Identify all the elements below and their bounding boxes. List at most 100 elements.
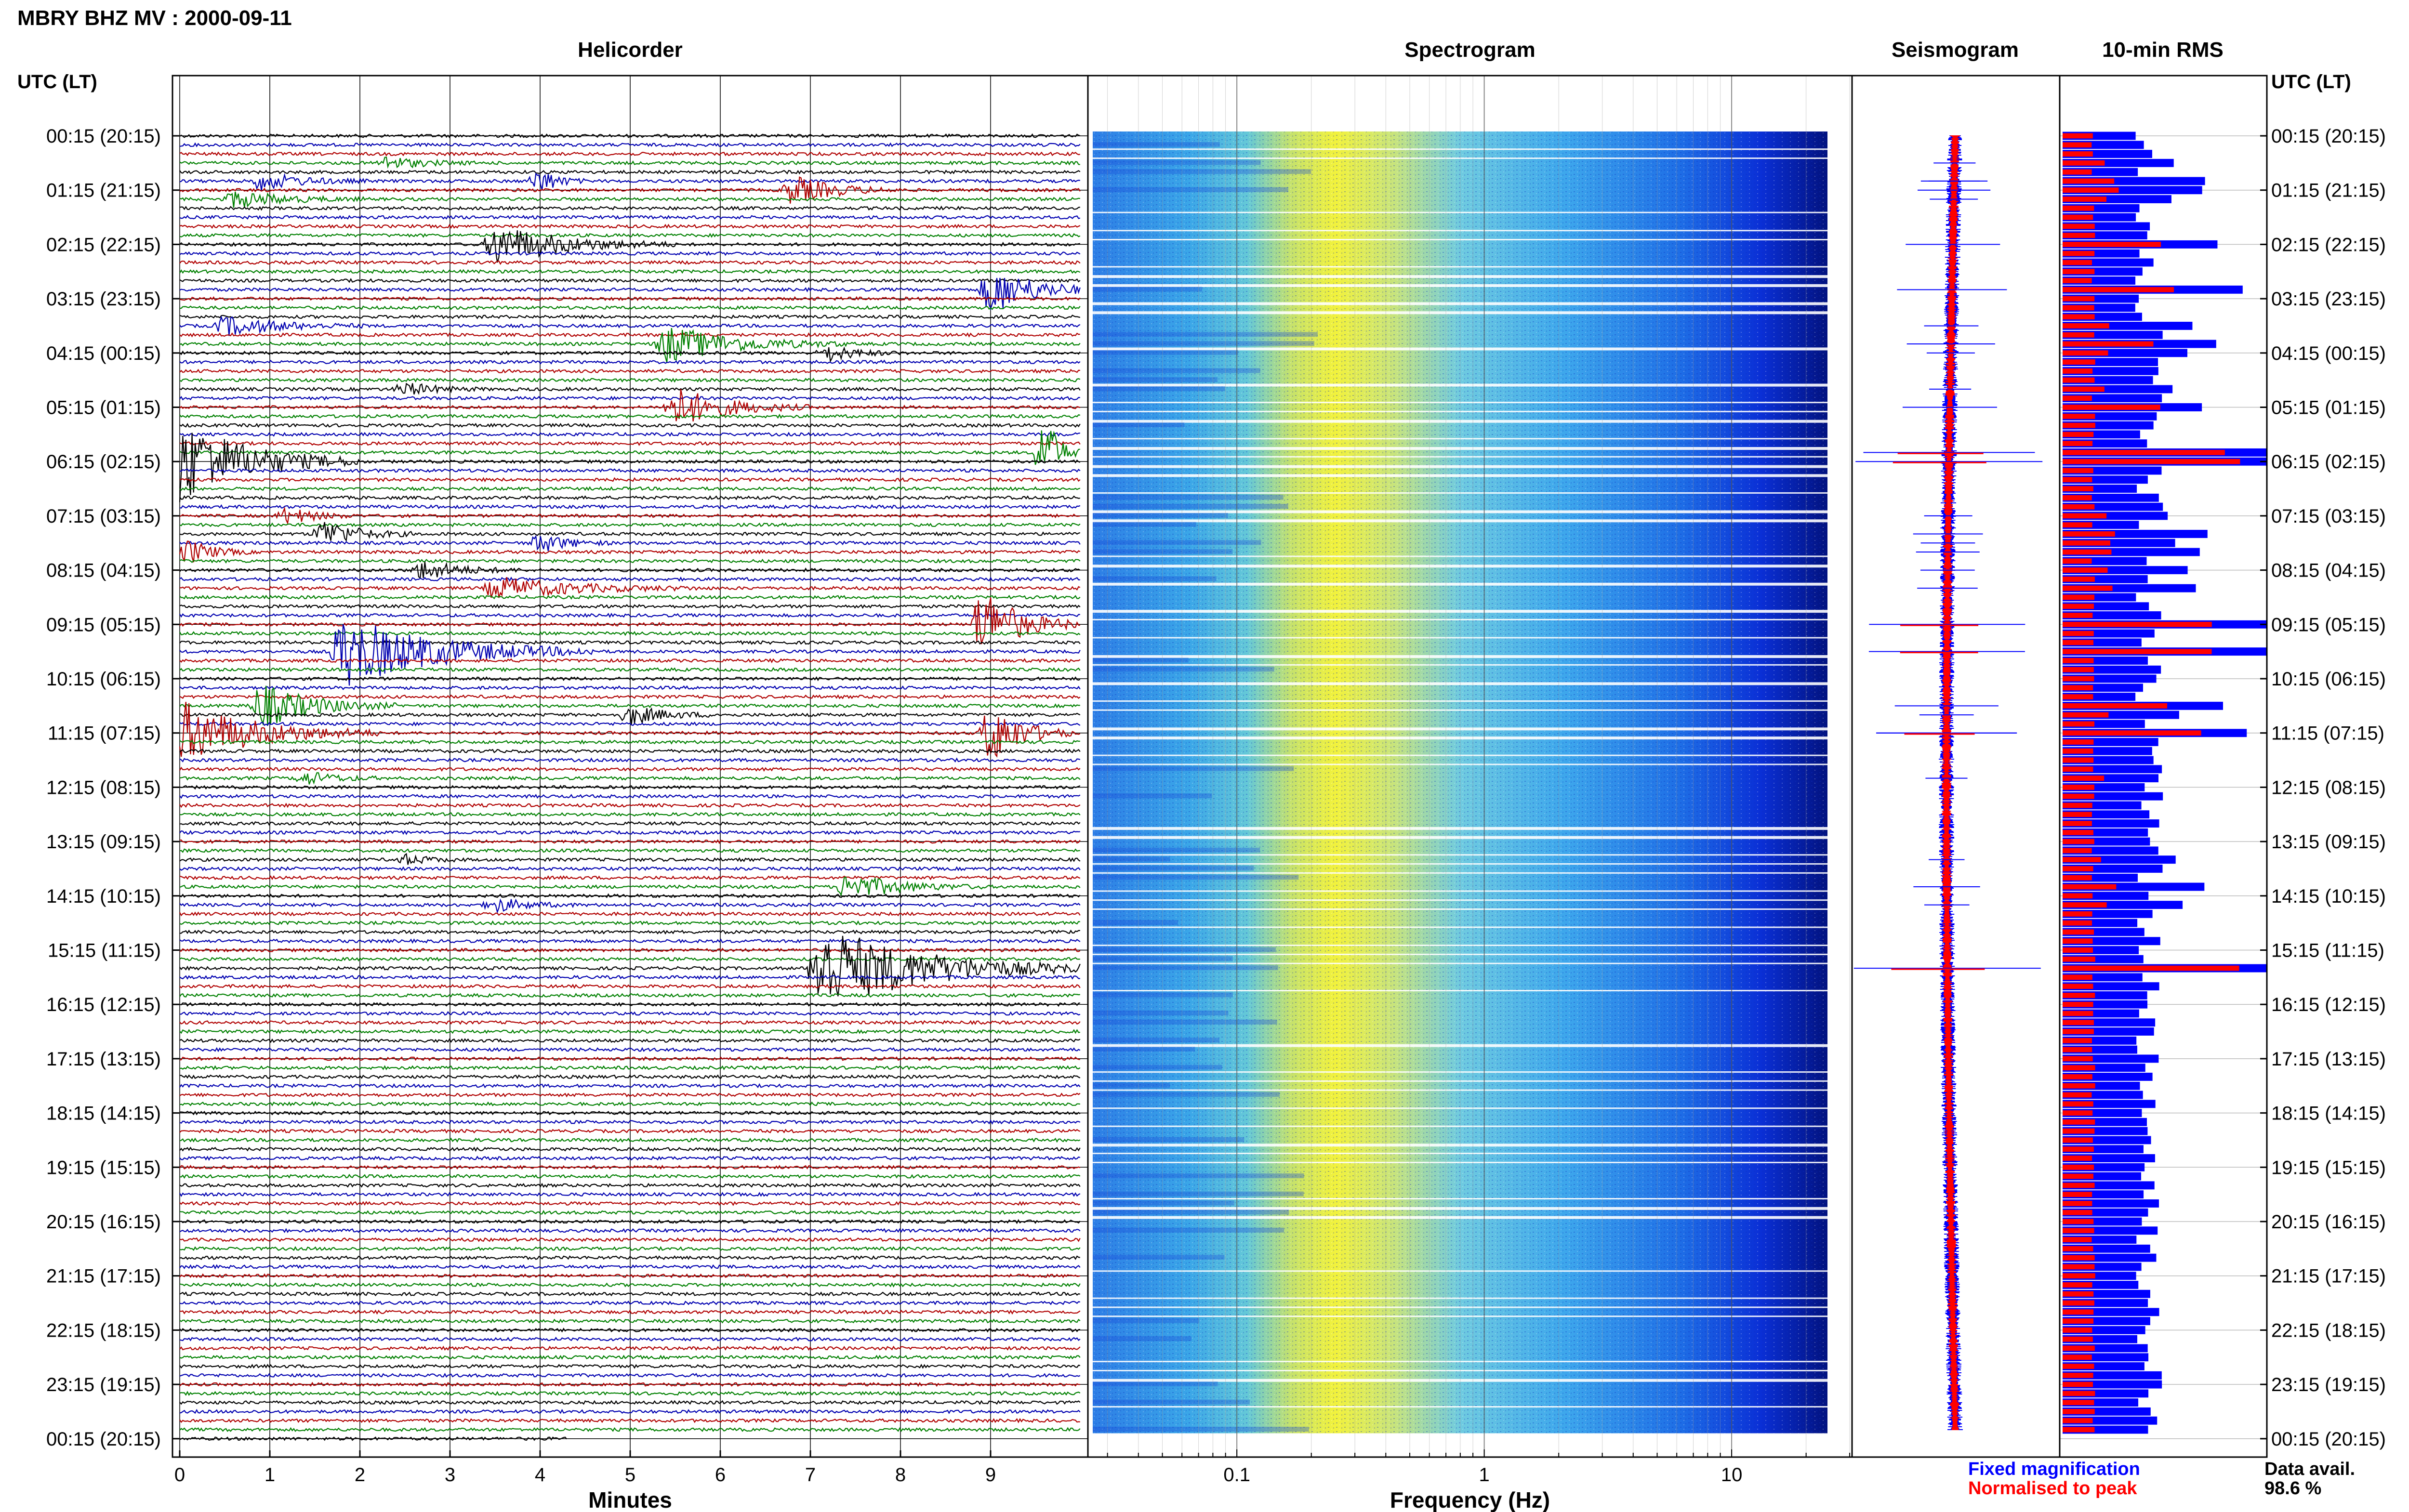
helicorder-trace: [179, 1354, 1081, 1360]
helicorder-trace: [179, 757, 1081, 763]
rms-bar-normalised: [2063, 984, 2093, 989]
rms-bar-normalised: [2063, 377, 2095, 383]
spectrogram-row-gap: [1093, 1361, 1827, 1363]
spectrogram-low-band: [1093, 1065, 1222, 1070]
left-tick-label: 02:15 (22:15): [46, 234, 161, 255]
spectrogram-row-gap: [1093, 1153, 1827, 1155]
spectrogram-row-gap: [1093, 474, 1827, 477]
helicorder-trace: [179, 433, 1081, 502]
rms-bar-normalised: [2063, 477, 2092, 483]
spectrogram-row-gap: [1093, 872, 1827, 874]
rms-bar-normalised: [2063, 621, 2212, 627]
rms-bar-normalised: [2063, 730, 2201, 736]
helicorder-trace: [179, 1255, 1080, 1261]
helicorder-trace: [179, 368, 1080, 374]
rms-bar-normalised: [2063, 793, 2094, 799]
helicorder-trace: [179, 1318, 1081, 1324]
spectrogram-row-gap: [1093, 637, 1827, 639]
helicorder-trace: [179, 1183, 1081, 1188]
helicorder-trace: [179, 1137, 1081, 1143]
helicorder-trace: [179, 328, 1081, 363]
spectrogram-row-gap: [1093, 447, 1827, 450]
spectrogram-row-gap: [1093, 302, 1827, 305]
helicorder-x-tick-label: 3: [445, 1464, 455, 1486]
rms-bar-normalised: [2063, 676, 2094, 682]
helicorder-trace: [179, 314, 1081, 320]
helicorder-trace: [179, 1029, 1081, 1034]
helicorder-trace: [179, 495, 1080, 500]
rms-bar-normalised: [2063, 802, 2092, 808]
spectrogram-row-gap: [1093, 1198, 1827, 1200]
rms-bar-normalised: [2063, 1083, 2095, 1089]
rms-bar-normalised: [2063, 938, 2093, 944]
helicorder-trace: [179, 974, 1080, 980]
rms-bar-normalised: [2063, 1309, 2094, 1315]
right-tick-label: 19:15 (15:15): [2271, 1157, 2386, 1178]
spectrogram-x-label: Frequency (Hz): [1390, 1487, 1550, 1512]
rms-bar-normalised: [2063, 920, 2092, 926]
right-tick-label: 11:15 (07:15): [2271, 723, 2384, 744]
rms-bar-normalised: [2063, 1219, 2094, 1224]
left-tick-label: 21:15 (17:15): [46, 1266, 161, 1287]
spectrogram-low-band: [1093, 847, 1260, 853]
rms-bar-normalised: [2063, 359, 2095, 365]
rms-bar-normalised: [2063, 640, 2093, 645]
legend-normalised-to-peak: Normalised to peak: [1968, 1478, 2137, 1499]
helicorder-trace: [179, 430, 1080, 465]
rms-bar-normalised: [2063, 405, 2160, 410]
helicorder-trace: [179, 172, 1080, 191]
rms-bar-normalised: [2063, 893, 2093, 899]
spectrogram-low-band: [1093, 341, 1314, 346]
rms-bar-normalised: [2063, 757, 2094, 763]
rms-bar-normalised: [2063, 1336, 2093, 1342]
right-tick-label: 04:15 (00:15): [2271, 343, 2386, 364]
helicorder-trace: [179, 876, 1081, 897]
spectrogram-row-gap: [1093, 157, 1827, 159]
rms-bar-normalised: [2063, 857, 2101, 863]
helicorder-trace: [179, 504, 1081, 510]
rms-bar-normalised: [2063, 260, 2092, 265]
helicorder-trace: [179, 1237, 1081, 1242]
helicorder-trace: [179, 604, 1081, 609]
legend-fixed-magnification: Fixed magnification: [1968, 1459, 2140, 1479]
spectrogram-row-gap: [1093, 709, 1827, 711]
right-axis-title: UTC (LT): [2271, 71, 2351, 92]
rms-bar-normalised: [2063, 332, 2094, 338]
seismogram-normalised-trace: [1942, 135, 1960, 1430]
spectrogram-row-gap: [1093, 962, 1827, 964]
helicorder-trace: [179, 794, 1081, 799]
rms-bar-normalised: [2063, 1228, 2094, 1234]
rms-title: 10-min RMS: [2102, 38, 2224, 62]
rms-bar-normalised: [2063, 685, 2093, 691]
rms-bar-normalised: [2063, 160, 2105, 166]
spectrogram-x-tick-label: 10: [1721, 1464, 1743, 1486]
spectrogram-row-gap: [1093, 1433, 1827, 1436]
rms-bar-normalised: [2063, 413, 2095, 419]
spectrogram-low-band: [1093, 1137, 1244, 1142]
rms-bar-normalised: [2063, 1029, 2094, 1034]
helicorder-trace: [179, 522, 1081, 527]
rms-bar-normalised: [2063, 576, 2095, 582]
rms-bar-normalised: [2063, 866, 2093, 871]
spectrogram-row-gap: [1093, 1144, 1827, 1147]
rms-bar-normalised: [2063, 739, 2094, 745]
left-tick-label: 12:15 (08:15): [46, 777, 161, 798]
spectrogram-low-band: [1093, 766, 1294, 771]
rms-bar-normalised: [2063, 594, 2095, 600]
helicorder-trace: [179, 821, 1081, 827]
helicorder-trace: [179, 205, 1080, 211]
spectrogram-row-gap: [1093, 230, 1827, 232]
rms-bar-normalised: [2063, 269, 2095, 275]
spectrogram-row-gap: [1093, 926, 1827, 928]
spectrogram-low-band: [1093, 160, 1261, 165]
rms-bar-normalised: [2063, 1427, 2095, 1433]
rms-bar-normalised: [2063, 829, 2093, 835]
helicorder-trace: [179, 468, 1081, 473]
rms-bar-normalised: [2063, 1137, 2093, 1143]
right-tick-label: 06:15 (02:15): [2271, 451, 2386, 473]
rms-bar-normalised: [2063, 1300, 2094, 1306]
rms-bar-normalised: [2063, 1400, 2094, 1406]
spectrogram-low-band: [1093, 540, 1261, 545]
spectrogram-low-band: [1093, 1173, 1304, 1179]
rms-bar-normalised: [2063, 1101, 2093, 1107]
